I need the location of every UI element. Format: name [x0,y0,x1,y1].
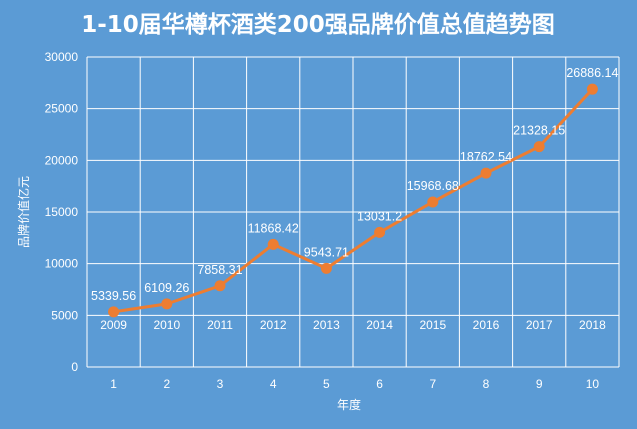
y-tick-label: 15000 [45,205,79,219]
year-label: 2017 [526,318,553,332]
data-label: 21328.15 [513,124,565,138]
y-tick-label: 25000 [45,102,79,116]
data-label: 18762.54 [460,150,512,164]
data-point [267,238,279,250]
series [108,83,598,318]
data-label: 15968.68 [407,179,459,193]
x-tick-label: 3 [217,377,224,391]
x-tick-label: 1 [110,377,117,391]
x-tick-label: 10 [586,377,600,391]
y-tick-label: 5000 [51,308,78,322]
x-tick-label: 6 [376,377,383,391]
x-axis-ticks: 1 2 3 4 5 6 7 8 9 10 [110,377,599,391]
y-tick-label: 10000 [45,257,79,271]
data-point [480,167,492,179]
year-label: 2016 [473,318,500,332]
chart-title: 1-10届华樽杯酒类200强品牌价值总值趋势图 [81,11,555,38]
data-point [586,83,598,95]
data-point [108,306,120,318]
grid [86,56,620,368]
data-label: 26886.14 [566,66,618,80]
data-label: 7858.31 [197,263,242,277]
data-label: 13031.2 [357,209,402,223]
x-tick-label: 8 [483,377,490,391]
data-label: 5339.56 [91,289,136,303]
year-label: 2011 [207,318,233,332]
y-tick-label: 20000 [45,153,79,167]
year-label: 2012 [260,318,287,332]
x-tick-label: 4 [270,377,277,391]
data-label: 11868.42 [248,221,299,235]
data-label: 6109.26 [144,281,189,295]
data-point [374,226,386,238]
series-line [113,88,594,314]
year-label: 2014 [366,318,393,332]
data-point [533,141,545,153]
year-label: 2010 [153,318,180,332]
data-point [161,298,173,310]
year-label: 2018 [579,318,606,332]
year-label: 2009 [100,318,127,332]
y-tick-label: 0 [71,360,78,374]
y-axis-title: 品牌价值亿元 [16,176,31,248]
data-point [427,196,439,208]
year-label: 2015 [419,318,446,332]
x-tick-label: 2 [163,377,170,391]
data-label: 9543.71 [304,245,349,259]
data-labels: 5339.56 6109.26 7858.31 11868.42 9543.71 1303… [91,66,619,332]
data-point [214,280,226,292]
y-axis-ticks: 0 5000 10000 15000 20000 25000 30000 [45,50,79,374]
x-tick-label: 7 [429,377,436,391]
x-tick-label: 5 [323,377,330,391]
year-label: 2013 [313,318,340,332]
x-axis-title: 年度 [337,397,361,412]
x-tick-label: 9 [536,377,543,391]
y-tick-label: 30000 [45,50,79,64]
data-point [320,262,332,274]
